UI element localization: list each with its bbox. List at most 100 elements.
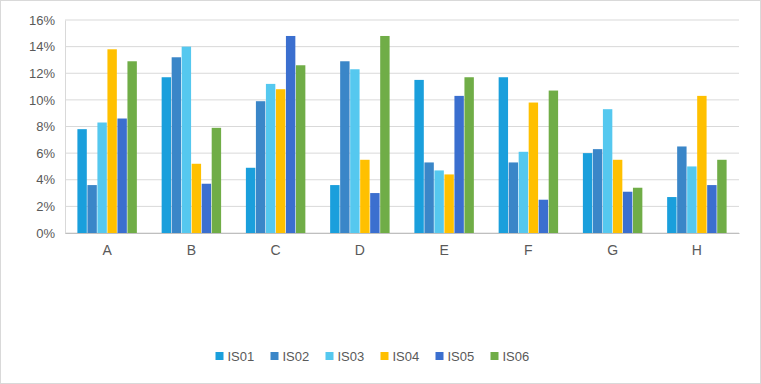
y-tick: 10% [29,93,65,108]
bar [549,91,558,233]
bar [107,49,116,233]
chart-border [1,1,761,384]
y-tick-label: 0% [36,226,55,241]
x-tick: E [439,233,448,258]
grid-line [65,20,739,21]
bar [162,77,171,233]
x-tick-label: A [102,242,112,258]
y-axis: 0%2%4%6%8%10%12%14%16% [29,13,66,241]
bar [330,185,339,233]
bar [677,146,686,233]
bar [370,193,379,233]
bar [613,160,622,233]
y-tick: 16% [29,13,65,28]
y-tick: 14% [29,39,65,54]
legend-item: IS06 [491,349,530,364]
bar [444,174,453,233]
x-tick-label: F [524,242,533,258]
bar [286,36,295,233]
bar [509,162,518,233]
bar-series [97,47,696,233]
x-tick: H [692,233,702,258]
bar [276,89,285,233]
legend-swatch [326,352,334,360]
y-axis-line [65,21,66,234]
y-tick-label: 6% [36,146,55,161]
bar [246,168,255,233]
x-tick: A [102,233,112,258]
y-tick: 0% [36,226,65,241]
x-tick-label: D [355,242,365,258]
legend-swatch [491,352,499,360]
bar [464,77,473,233]
legend-item: IS04 [381,349,420,364]
bar [717,160,726,233]
bar [454,96,463,233]
chart: 0%2%4%6%8%10%12%14%16%ABCDEFGHIS01IS02IS… [0,0,761,384]
legend-swatch [271,352,279,360]
bar [182,47,191,233]
y-tick-label: 16% [29,13,55,28]
x-tick-label: H [692,242,702,258]
bar [697,96,706,233]
x-tick: D [355,233,365,258]
legend-swatch [381,352,389,360]
bar [266,84,275,233]
bar [623,192,632,233]
y-tick-label: 10% [29,93,55,108]
legend-item: IS01 [216,349,255,364]
legend-label: IS04 [393,349,420,364]
bar [380,36,389,233]
legend: IS01 IS02 IS03 IS04 IS05 IS06 [216,349,530,364]
bar [687,166,696,233]
bar [117,119,126,233]
x-tick-label: C [271,242,281,258]
y-tick: 6% [36,146,65,161]
bar [212,128,221,233]
bar-series [127,36,726,233]
legend-item: IS03 [326,349,365,364]
legend-item: IS05 [436,349,475,364]
grid-line [65,73,739,74]
bar [172,57,181,233]
bar [414,80,423,233]
x-tick: G [607,233,618,258]
y-tick-label: 2% [36,199,55,214]
x-tick-label: E [439,242,448,258]
bar-series [77,77,676,233]
y-tick: 2% [36,199,65,214]
bar [192,164,201,233]
legend-label: IS02 [283,349,310,364]
y-tick-label: 14% [29,39,55,54]
y-tick-label: 8% [36,119,55,134]
bar [97,123,106,233]
bar [539,200,548,233]
bars [77,36,726,233]
bar [434,170,443,233]
bar [633,188,642,233]
bar [127,61,136,233]
grid-line [65,46,739,47]
bar [707,185,716,233]
x-tick: F [524,233,533,258]
y-tick-label: 4% [36,172,55,187]
x-axis-line [66,233,740,234]
bar [529,103,538,233]
legend-item: IS02 [271,349,310,364]
x-axis: A B C D E F G H [66,233,740,258]
bar [350,69,359,233]
bar [519,152,528,233]
legend-label: IS03 [338,349,365,364]
bar [499,77,508,233]
x-tick: C [271,233,281,258]
bar [424,162,433,233]
bar [296,65,305,233]
x-tick-label: B [187,242,196,258]
legend-label: IS06 [503,349,530,364]
legend-label: IS01 [228,349,255,364]
bar [603,109,612,233]
y-tick: 4% [36,172,65,187]
x-tick: B [187,233,196,258]
grid [65,20,739,233]
x-tick-label: G [607,242,618,258]
